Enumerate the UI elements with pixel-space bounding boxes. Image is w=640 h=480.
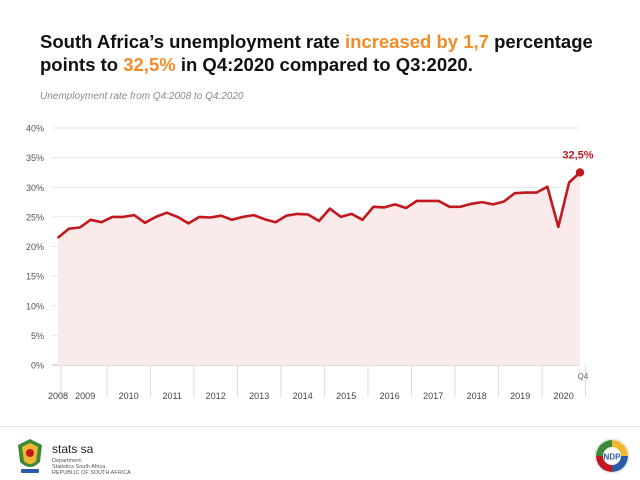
x-year-label: 2018: [467, 391, 487, 401]
data-point: [231, 218, 233, 221]
data-point: [198, 215, 201, 218]
title-part1: South Africa’s unemployment rate: [40, 31, 345, 52]
ndp-logo-icon: NDP: [594, 438, 630, 474]
data-point: [546, 185, 549, 188]
x-year-label: 2014: [293, 391, 313, 401]
data-point: [176, 215, 179, 218]
data-point: [394, 203, 397, 206]
data-point: [513, 192, 516, 195]
data-point: [481, 201, 484, 203]
brand-name: stats sa: [52, 442, 94, 456]
x-year-label: 2008: [48, 391, 68, 401]
data-point: [307, 213, 310, 216]
title-part2: percentage points to: [40, 31, 593, 75]
data-point: [100, 221, 103, 224]
brand-sub-department: Department:: [52, 458, 83, 464]
x-year-label: 2016: [380, 391, 400, 401]
data-point: [122, 215, 125, 218]
data-point: [448, 205, 451, 208]
data-point: [274, 221, 277, 224]
data-point: [328, 207, 331, 210]
y-tick-label: 25%: [26, 212, 44, 222]
data-point: [470, 202, 473, 205]
footer-divider: [0, 426, 640, 427]
x-year-label: 2017: [423, 391, 443, 401]
x-year-label: 2010: [119, 391, 139, 401]
data-point: [426, 199, 429, 202]
data-point: [318, 220, 320, 222]
title-highlight-increase: increased by 1,7: [344, 31, 489, 52]
data-point: [339, 215, 342, 218]
data-point: [252, 214, 255, 216]
data-point: [57, 236, 59, 239]
data-point: [89, 218, 92, 221]
brand-sub-stats: Statistics South Africa: [52, 464, 106, 470]
data-point: [111, 215, 114, 218]
x-year-label: 2020: [554, 391, 574, 401]
data-point: [263, 218, 266, 221]
data-point: [285, 214, 288, 217]
data-point: [535, 191, 538, 194]
end-point-marker: [575, 168, 585, 177]
x-year-label: 2015: [336, 391, 356, 401]
data-point: [241, 215, 244, 218]
data-point: [78, 226, 81, 229]
y-tick-label: 40%: [26, 124, 44, 134]
x-axis: 2008 2009 2010 2011 2012 2013 2014 2015 2016 2017…: [48, 364, 589, 401]
data-point: [165, 211, 168, 214]
y-axis: 0% 5% 10% 15% 20% 25% 30% 35% 40%: [26, 124, 44, 371]
x-year-label: 2011: [163, 391, 182, 401]
data-point: [220, 214, 223, 217]
chart-title: South Africa’s unemployment rate increas…: [40, 30, 620, 76]
unemployment-chart: 0%5%10%15%20%25%30%35%40% 2008 2009 2010 20…: [26, 124, 594, 402]
data-point: [415, 199, 418, 202]
data-point: [459, 205, 462, 208]
y-tick-label: 20%: [26, 242, 44, 252]
title-part3: in Q4:2020 compared to Q3:2020.: [175, 54, 473, 75]
data-point: [361, 218, 364, 221]
data-point: [405, 207, 407, 209]
data-point: [154, 215, 157, 218]
data-point: [372, 205, 375, 208]
data-point: [383, 206, 386, 209]
x-year-label: 2019: [510, 391, 530, 401]
ndp-logo-text: NDP: [604, 453, 622, 462]
data-point: [524, 191, 527, 194]
x-year-label: 2013: [249, 391, 269, 401]
y-tick-label: 15%: [26, 272, 44, 282]
area-fill: [58, 172, 580, 365]
x-year-label: 2012: [206, 391, 226, 401]
data-point: [209, 216, 212, 219]
y-tick-label: 30%: [26, 183, 44, 193]
x-year-label: 2009: [75, 391, 95, 401]
data-point: [437, 199, 440, 202]
data-points: [57, 171, 581, 239]
y-tick-label: 35%: [26, 153, 44, 163]
y-tick-label: 5%: [31, 331, 44, 341]
brand-sub-republic: REPUBLIC OF SOUTH AFRICA: [52, 470, 131, 476]
chart-subtitle: Unemployment rate from Q4:2008 to Q4:202…: [40, 91, 244, 102]
end-value-annotation: 32,5%: [562, 149, 593, 161]
title-highlight-rate: 32,5%: [123, 54, 176, 75]
x-quarter-label: Q4: [578, 372, 589, 381]
data-point: [492, 203, 494, 206]
data-point: [67, 227, 70, 230]
data-point: [187, 222, 190, 225]
coat-of-arms-icon: [18, 439, 42, 473]
data-point: [568, 181, 571, 184]
y-tick-label: 10%: [26, 301, 44, 311]
data-point: [557, 226, 560, 228]
data-point: [133, 214, 136, 216]
data-point: [144, 221, 146, 224]
data-point: [350, 213, 353, 215]
data-point: [296, 213, 299, 215]
y-tick-label: 0%: [31, 361, 44, 371]
data-point: [502, 200, 505, 203]
